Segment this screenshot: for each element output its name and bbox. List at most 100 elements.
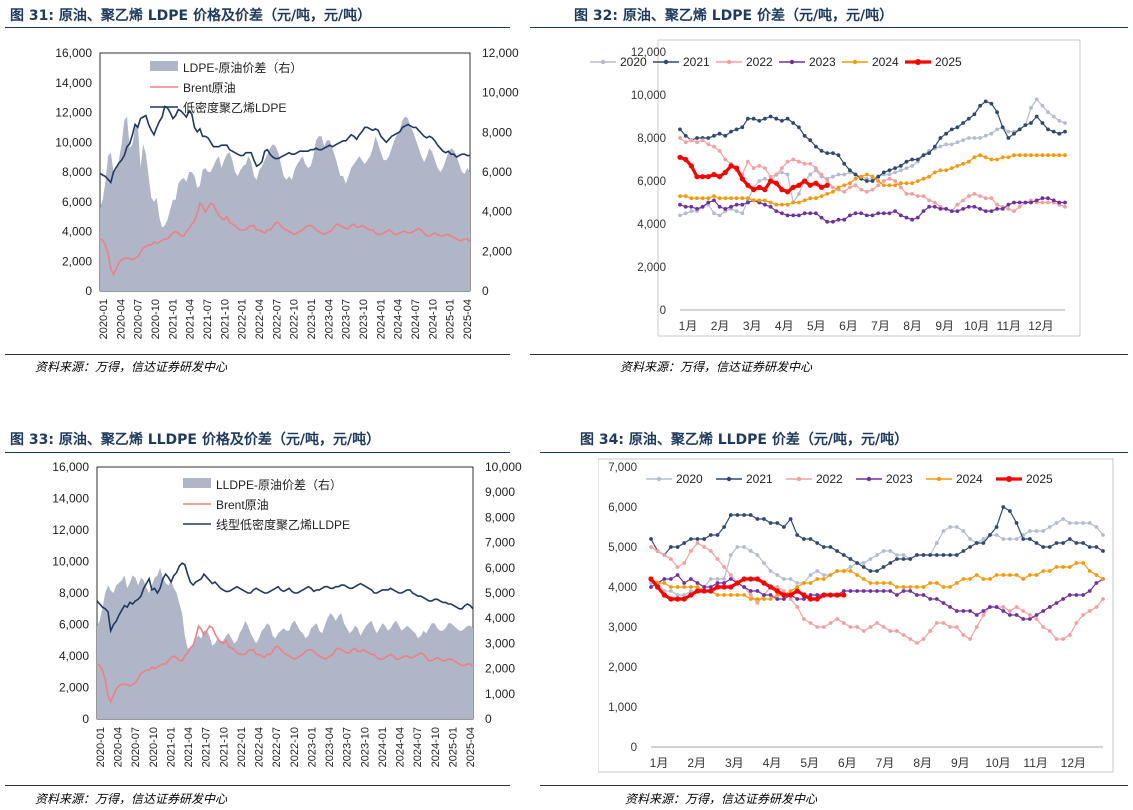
data-point-2021 xyxy=(682,541,687,545)
data-point-2022 xyxy=(888,629,893,633)
data-point-2023 xyxy=(762,593,766,597)
data-point-2024 xyxy=(675,585,680,589)
data-point-2024 xyxy=(842,183,847,188)
source-rule xyxy=(5,785,510,786)
data-point-2022 xyxy=(861,629,866,633)
data-point-2020 xyxy=(748,549,753,553)
y-tick-label: 6,000 xyxy=(637,176,666,188)
data-point-2021 xyxy=(712,133,716,138)
data-point-2022 xyxy=(728,573,733,577)
data-point-2023 xyxy=(1021,617,1026,621)
data-point-2020 xyxy=(808,172,813,177)
y-left-tick-label: 14,000 xyxy=(52,492,89,506)
x-tick-label: 2020-10 xyxy=(148,727,160,767)
data-point-2024 xyxy=(948,585,952,589)
y-tick-label: 1,000 xyxy=(608,702,637,714)
data-point-2022 xyxy=(910,192,914,196)
data-point-2021 xyxy=(780,118,784,123)
x-tick-label: 5月 xyxy=(807,319,826,333)
data-point-2025 xyxy=(824,182,830,188)
data-point-2021 xyxy=(819,149,824,153)
data-point-2020 xyxy=(1087,521,1092,525)
data-point-2024 xyxy=(859,174,864,179)
data-point-2023 xyxy=(1006,202,1011,207)
data-point-2023 xyxy=(1041,609,1046,613)
data-point-2023 xyxy=(901,589,906,593)
data-point-2024 xyxy=(1074,561,1079,565)
data-point-2023 xyxy=(708,585,713,589)
data-point-2025 xyxy=(796,182,802,188)
x-tick-label: 2021-01 xyxy=(167,299,179,339)
data-point-2022 xyxy=(1047,629,1052,633)
data-point-2025 xyxy=(711,171,717,178)
data-point-2020 xyxy=(961,529,966,533)
data-point-2021 xyxy=(1001,505,1006,509)
x-tick-label: 2021-10 xyxy=(219,299,231,339)
data-point-2021 xyxy=(1101,549,1105,553)
data-point-2025 xyxy=(681,596,687,602)
data-point-2022 xyxy=(678,136,682,140)
data-point-2021 xyxy=(895,557,899,561)
data-point-2024 xyxy=(961,161,965,166)
data-point-2023 xyxy=(961,207,965,211)
data-point-2021 xyxy=(768,114,773,119)
data-point-2021 xyxy=(927,151,931,155)
data-point-2024 xyxy=(1054,565,1059,569)
data-point-2022 xyxy=(708,549,713,553)
x-tick-label: 5月 xyxy=(800,756,819,770)
data-point-2023 xyxy=(968,609,972,613)
data-point-2023 xyxy=(881,589,886,593)
data-point-2025 xyxy=(807,596,814,602)
data-point-2023 xyxy=(842,217,847,222)
data-point-2021 xyxy=(722,525,726,529)
x-tick-label: 2022-01 xyxy=(237,299,249,339)
data-point-2024 xyxy=(981,577,986,581)
data-point-2021 xyxy=(831,151,835,155)
data-point-2022 xyxy=(859,187,864,192)
data-point-2022 xyxy=(1021,609,1026,613)
y-right-tick-label: 10,000 xyxy=(485,460,522,474)
source-rule xyxy=(540,785,1128,786)
data-point-2022 xyxy=(831,185,835,190)
data-point-2021 xyxy=(898,164,903,168)
data-point-2023 xyxy=(870,213,875,218)
legend-label: 2025 xyxy=(935,55,962,69)
x-tick-label: 2024-04 xyxy=(393,299,405,339)
data-point-2024 xyxy=(1081,561,1085,565)
data-point-2023 xyxy=(755,589,760,593)
data-point-2020 xyxy=(989,131,994,136)
data-point-2024 xyxy=(1014,573,1019,577)
data-point-2022 xyxy=(848,625,853,629)
data-point-2022 xyxy=(702,545,707,549)
data-point-2024 xyxy=(895,585,899,589)
data-point-2022 xyxy=(974,625,979,629)
data-point-2023 xyxy=(1061,597,1065,601)
data-point-2021 xyxy=(944,131,948,136)
data-point-2025 xyxy=(781,592,787,598)
data-point-2021 xyxy=(841,553,846,557)
data-point-2025 xyxy=(655,584,661,590)
data-point-2022 xyxy=(706,142,711,147)
x-tick-label: 9月 xyxy=(935,319,954,333)
data-point-2021 xyxy=(1046,127,1050,132)
x-tick-label: 6月 xyxy=(838,756,857,770)
data-point-2022 xyxy=(1012,209,1016,214)
data-point-2023 xyxy=(989,209,994,214)
x-tick-label: 9月 xyxy=(951,756,970,770)
legend-label: 2023 xyxy=(809,55,836,69)
data-point-2025 xyxy=(705,174,711,180)
data-point-2020 xyxy=(983,133,988,138)
data-point-2023 xyxy=(802,211,807,216)
data-point-2020 xyxy=(795,581,800,585)
data-point-2021 xyxy=(1034,541,1039,545)
x-tick-label: 7月 xyxy=(871,319,890,333)
data-point-2021 xyxy=(755,517,760,521)
data-point-2020 xyxy=(1041,529,1046,533)
data-point-2021 xyxy=(1006,136,1011,140)
series-line-pe xyxy=(99,105,470,185)
legend-label: 2020 xyxy=(676,472,703,486)
data-point-2022 xyxy=(1006,207,1011,211)
data-point-2025 xyxy=(683,156,689,163)
data-point-2021 xyxy=(864,179,869,183)
data-point-2025 xyxy=(756,184,762,190)
